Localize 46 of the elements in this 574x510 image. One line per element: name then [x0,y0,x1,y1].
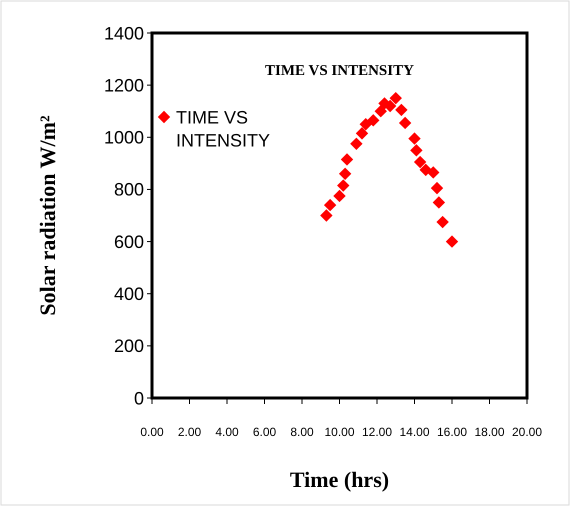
point [337,179,350,192]
x-tick-label: 14.00 [399,425,430,439]
point [430,182,444,194]
point [320,209,333,222]
point [432,196,446,209]
y-tick-label: 0 [134,388,144,408]
point [333,190,346,202]
y-tick-label: 1200 [104,75,144,96]
y-tick-label: 400 [114,284,144,304]
x-tick-label: 20.00 [512,425,542,439]
point [390,92,402,104]
point [420,164,432,176]
point [398,116,412,130]
point [367,114,380,127]
point [374,105,387,118]
point [340,153,354,166]
legend-label: TIME VS INTENSITY [176,107,270,151]
y-axis-title: Solar radiation W/m² [35,115,60,316]
x-tick-label: 18.00 [474,425,505,439]
x-tick-label: 16.00 [436,425,468,439]
x-tick-label: 0.00 [140,425,164,439]
point [446,235,458,248]
point [427,166,440,179]
point [356,127,368,140]
point [414,156,426,168]
y-tick-label: 1400 [104,23,144,44]
y-tick-label: 600 [114,232,144,252]
point [360,118,372,130]
y-tick-label: 800 [114,180,144,200]
point [436,216,449,228]
x-tick-label: 6.00 [252,425,276,439]
point [324,198,336,212]
point [338,168,352,180]
x-tick-label: 12.00 [362,425,392,439]
x-tick-label: 4.00 [215,425,239,439]
point [410,144,423,157]
x-tick-label: 10.00 [324,425,355,439]
point [350,138,363,150]
point [395,104,408,116]
x-tick-label: 2.00 [178,425,202,439]
y-tick-label: 1000 [104,128,144,148]
text: TIME VS INTENSITY [265,63,414,79]
x-tick-label: 8.00 [290,425,314,439]
y-tick-label: 200 [114,336,144,356]
point [408,132,421,145]
x-axis-title: Time (hrs) [290,467,390,492]
